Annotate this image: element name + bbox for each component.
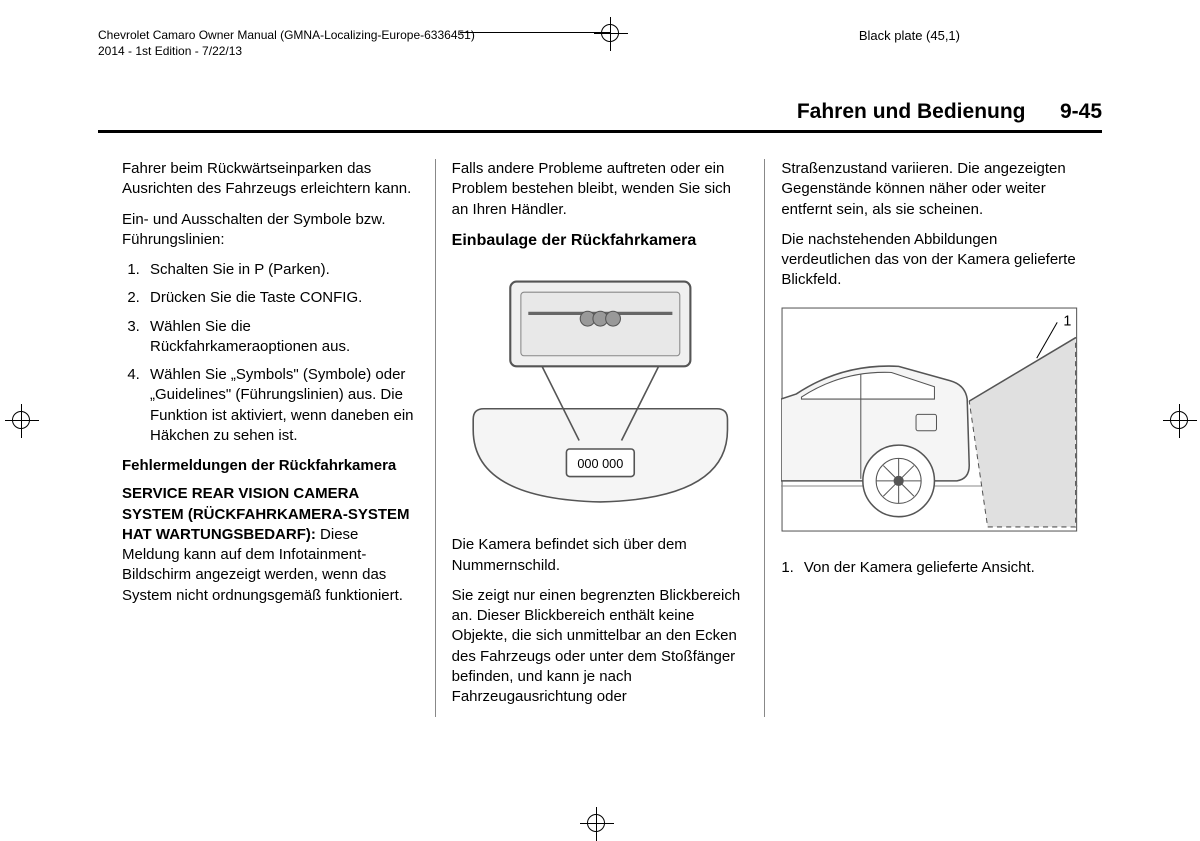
- column-1: Fahrer beim Rückwärtseinparken das Ausri…: [98, 159, 436, 717]
- page-header: Fahren und Bedienung 9-45: [98, 100, 1102, 133]
- c2-p2: Die Kamera befindet sich über dem Nummer…: [452, 535, 749, 576]
- c2-p3: Sie zeigt nur einen begrenzten Blickbere…: [452, 586, 749, 708]
- crop-mark-bottom: [587, 814, 605, 832]
- plate-text: 000 000: [577, 456, 623, 471]
- list-item: Drücken Sie die Taste CONFIG.: [144, 288, 419, 308]
- c1-p1: Fahrer beim Rückwärtseinparken das Ausri…: [122, 159, 419, 200]
- list-item: Wählen Sie die Rückfahrkameraoptionen au…: [144, 317, 419, 358]
- c1-subhead: Fehlermeldungen der Rückfahrkamera: [122, 456, 419, 476]
- c3-p2: Die nachstehenden Abbildungen verdeutlic…: [781, 230, 1078, 291]
- c3-p1: Straßenzustand variieren. Die angezeigte…: [781, 159, 1078, 220]
- c1-p2: Ein- und Ausschalten der Symbole bzw. Fü…: [122, 210, 419, 251]
- header-rule: [460, 32, 610, 33]
- c1-list: Schalten Sie in P (Parken). Drücken Sie …: [122, 260, 419, 446]
- list-item: Wählen Sie „Symbols" (Symbole) oder „Gui…: [144, 365, 419, 446]
- c2-subhead: Einbaulage der Rückfahrkamera: [452, 230, 749, 252]
- doc-line2: 2014 - 1st Edition - 7/22/13: [98, 44, 475, 60]
- figure-caption: 1. Von der Kamera gelieferte Ansicht.: [781, 558, 1078, 578]
- crop-mark-left: [12, 411, 30, 429]
- content-columns: Fahrer beim Rückwärtseinparken das Ausri…: [98, 159, 1102, 717]
- caption-text: Von der Kamera gelieferte Ansicht.: [804, 558, 1035, 578]
- list-item: Schalten Sie in P (Parken).: [144, 260, 419, 280]
- section-title: Fahren und Bedienung: [797, 100, 1026, 123]
- doc-meta: Chevrolet Camaro Owner Manual (GMNA-Loca…: [98, 28, 475, 59]
- doc-line1: Chevrolet Camaro Owner Manual (GMNA-Loca…: [98, 28, 475, 44]
- page-frame: Fahren und Bedienung 9-45 Fahrer beim Rü…: [98, 100, 1102, 790]
- caption-num: 1.: [781, 558, 794, 578]
- camera-location-figure: 000 000: [452, 271, 749, 515]
- plate-info: Black plate (45,1): [859, 28, 960, 43]
- column-3: Straßenzustand variieren. Die angezeigte…: [765, 159, 1102, 717]
- c1-p3-bold: SERVICE REAR VISION CAMERA SYSTEM (RÜCKF…: [122, 485, 410, 543]
- c1-p3: SERVICE REAR VISION CAMERA SYSTEM (RÜCKF…: [122, 484, 419, 606]
- page-number: 9-45: [1060, 100, 1102, 123]
- camera-view-figure: 1: [781, 307, 1078, 532]
- crop-mark-right: [1170, 411, 1188, 429]
- callout-1: 1: [1064, 313, 1072, 329]
- column-2: Falls andere Probleme auftreten oder ein…: [436, 159, 766, 717]
- crop-mark-top: [601, 24, 619, 42]
- c2-p1: Falls andere Probleme auftreten oder ein…: [452, 159, 749, 220]
